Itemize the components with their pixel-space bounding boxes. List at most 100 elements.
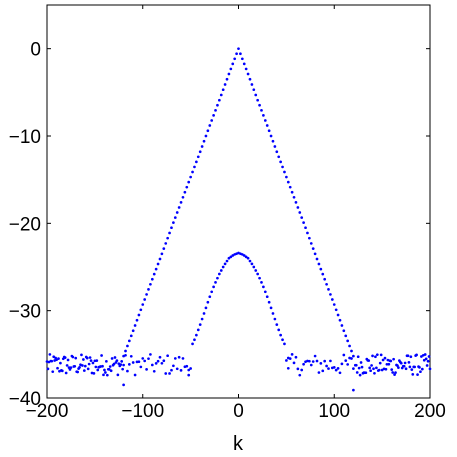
x-tick-label: 200 bbox=[414, 401, 446, 422]
triangle-point bbox=[179, 201, 183, 204]
noise-floor-point bbox=[387, 362, 391, 366]
triangle-point bbox=[137, 313, 141, 317]
triangle-point bbox=[189, 175, 192, 179]
noise-floor-point bbox=[105, 359, 108, 363]
bump-point bbox=[242, 254, 246, 257]
noise-floor-point bbox=[381, 358, 385, 362]
noise-floor-point bbox=[290, 353, 294, 356]
noise-floor-point bbox=[332, 366, 336, 369]
noise-floor-point bbox=[166, 354, 169, 358]
triangle-point bbox=[258, 103, 261, 107]
bump-point bbox=[244, 255, 248, 259]
noise-floor-point bbox=[160, 361, 164, 365]
noise-floor-point bbox=[352, 367, 355, 370]
noise-floor-point bbox=[94, 365, 98, 369]
triangle-point bbox=[156, 262, 160, 266]
noise-floor-point bbox=[308, 359, 311, 363]
triangle-point bbox=[269, 134, 273, 138]
triangle-point bbox=[160, 252, 164, 256]
noise-floor-point bbox=[367, 359, 371, 362]
triangle-point bbox=[208, 124, 212, 127]
noise-floor-point bbox=[407, 361, 411, 364]
noise-floor-point bbox=[164, 372, 168, 375]
noise-floor-point bbox=[410, 368, 414, 371]
noise-floor-point bbox=[313, 354, 317, 358]
triangle-point bbox=[271, 139, 275, 143]
noise-floor-point bbox=[170, 368, 173, 372]
noise-floor-point bbox=[179, 369, 183, 372]
noise-floor-point bbox=[364, 371, 368, 375]
triangle-point bbox=[175, 211, 179, 214]
noise-floor-point bbox=[60, 369, 64, 373]
noise-floor-point bbox=[154, 362, 158, 365]
noise-floor-point bbox=[403, 361, 407, 365]
noise-floor-point bbox=[344, 359, 348, 362]
triangle-point bbox=[216, 103, 219, 107]
noise-floor-point bbox=[418, 366, 421, 369]
noise-floor-point bbox=[131, 361, 135, 364]
bump-point bbox=[223, 262, 227, 266]
triangle-point bbox=[340, 324, 344, 327]
triangle-point bbox=[193, 165, 196, 169]
bump-point bbox=[265, 295, 269, 299]
bump-point bbox=[229, 255, 233, 259]
triangle-point bbox=[204, 134, 208, 138]
triangle-point bbox=[260, 108, 263, 112]
noise-floor-point bbox=[354, 363, 358, 367]
triangle-point bbox=[338, 318, 342, 322]
noise-floor-point bbox=[95, 359, 99, 362]
noise-floor-point bbox=[147, 357, 150, 361]
noise-floor-point bbox=[65, 364, 69, 367]
noise-floor-point bbox=[82, 358, 85, 361]
noise-floor-point bbox=[408, 365, 412, 369]
bump-point bbox=[260, 281, 263, 284]
noise-floor-point bbox=[389, 359, 393, 363]
triangle-point bbox=[300, 216, 304, 219]
triangle-point bbox=[162, 247, 166, 251]
triangle-point bbox=[262, 114, 265, 117]
triangle-point bbox=[309, 242, 313, 245]
bump-point bbox=[246, 256, 250, 260]
noise-floor-point bbox=[116, 373, 120, 377]
noise-floor-point bbox=[292, 361, 296, 365]
bump-point bbox=[208, 295, 212, 299]
triangle-point bbox=[281, 165, 284, 169]
bump-point bbox=[273, 317, 277, 321]
noise-floor-point bbox=[189, 367, 192, 370]
noise-floor-point bbox=[87, 362, 91, 366]
noise-floor-point bbox=[92, 372, 96, 375]
noise-floor-point bbox=[342, 353, 346, 357]
bump-point bbox=[212, 285, 215, 289]
noise-floor-point bbox=[426, 359, 430, 363]
noise-floor-point bbox=[76, 370, 79, 374]
noise-floor-point bbox=[168, 372, 171, 375]
triangle-point bbox=[348, 344, 351, 348]
triangle-point bbox=[219, 93, 223, 97]
triangle-point bbox=[129, 334, 133, 338]
triangle-point bbox=[313, 252, 317, 256]
bump-point bbox=[193, 338, 196, 342]
triangle-point bbox=[147, 288, 150, 291]
noise-floor-point bbox=[375, 366, 378, 370]
noise-floor-point bbox=[66, 358, 70, 362]
triangle-point bbox=[145, 293, 148, 296]
triangle-point bbox=[183, 190, 187, 194]
noise-floor-point bbox=[428, 367, 432, 371]
y-tick-label: −10 bbox=[9, 127, 41, 148]
triangle-point bbox=[202, 139, 206, 143]
triangle-point bbox=[327, 288, 330, 291]
bump-point bbox=[214, 281, 217, 284]
triangle-point bbox=[308, 236, 311, 240]
noise-floor-point bbox=[119, 363, 123, 366]
x-tick-label: −200 bbox=[26, 401, 69, 422]
noise-floor-point bbox=[323, 359, 327, 363]
noise-floor-point bbox=[48, 353, 52, 356]
noise-floor-point bbox=[321, 369, 325, 373]
noise-floor-point bbox=[404, 367, 408, 371]
noise-floor-point bbox=[110, 357, 114, 360]
x-axis-label: k bbox=[233, 433, 244, 455]
noise-floor-point bbox=[385, 362, 389, 366]
triangle-point bbox=[304, 226, 307, 230]
noise-floor-point bbox=[359, 361, 363, 364]
